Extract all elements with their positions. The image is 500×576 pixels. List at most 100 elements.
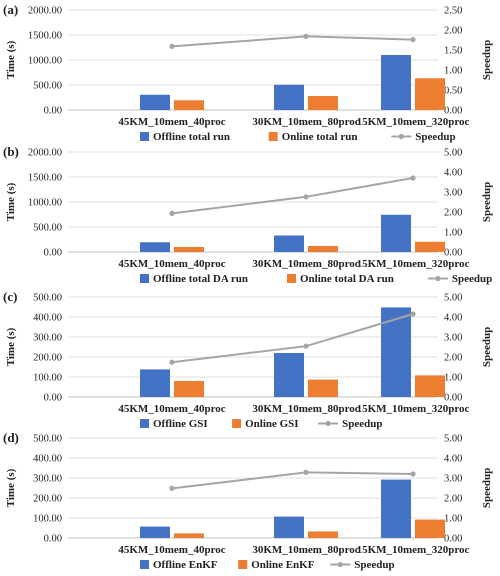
- category-label: 45KM_10mem_40proc: [118, 544, 225, 556]
- legend-label: Offline GSI: [153, 418, 208, 430]
- speedup-point-2: [303, 33, 309, 40]
- panel-label: (b): [3, 144, 19, 159]
- legend-item-1: Offline total DA run: [140, 273, 248, 285]
- y-tick-label: 100.00: [33, 514, 62, 525]
- legend-item-2: Online GSI: [232, 418, 299, 430]
- legend-label: Online GSI: [245, 418, 299, 430]
- bar-online-1: [174, 100, 204, 110]
- bar-online-3: [415, 375, 445, 397]
- panel-label: (d): [3, 430, 19, 445]
- panel-label: (a): [3, 2, 18, 17]
- category-label: 15KM_10mem_320proc: [357, 403, 470, 415]
- y-axis-title: Time (s): [5, 327, 17, 366]
- legend-label: Online total DA run: [300, 273, 394, 285]
- legend-label: Speedup: [354, 559, 394, 571]
- category-label: 45KM_10mem_40proc: [118, 403, 225, 415]
- legend-item-3: Speedup: [427, 273, 492, 285]
- y2-tick-label: 1.00: [444, 228, 462, 239]
- y-tick-label: 0.00: [44, 248, 62, 259]
- category-label: 15KM_10mem_320proc: [357, 258, 470, 270]
- y2-tick-label: 0.50: [444, 86, 462, 97]
- y-tick-label: 200.00: [33, 494, 62, 505]
- bar-offline-3: [381, 307, 411, 397]
- category-label: 30KM_10mem_80proc: [252, 258, 359, 270]
- legend-item-2: Online EnKF: [238, 559, 315, 571]
- legend-marker: [435, 275, 441, 282]
- y2-tick-label: 4.00: [444, 454, 462, 465]
- y-tick-label: 300.00: [33, 474, 62, 485]
- bar-online-3: [415, 519, 445, 538]
- y-tick-label: 0.00: [44, 106, 62, 117]
- legend-item-1: Offline total run: [140, 131, 230, 143]
- bar-online-3: [415, 241, 445, 252]
- y-tick-label: 200.00: [33, 353, 62, 364]
- y2-tick-label: 1.50: [444, 46, 462, 57]
- panel-label: (c): [3, 289, 17, 304]
- y2-tick-label: 5.00: [444, 148, 462, 159]
- category-label: 30KM_10mem_80proc: [252, 403, 359, 415]
- y2-tick-label: 0.00: [444, 248, 462, 259]
- y-tick-label: 1000.00: [28, 56, 62, 67]
- speedup-point-3: [410, 311, 416, 317]
- speedup-point-1: [169, 359, 175, 365]
- legend-swatch: [238, 560, 248, 569]
- bar-offline-3: [381, 55, 411, 110]
- y2-tick-label: 5.00: [444, 434, 462, 445]
- y-tick-label: 500.00: [33, 293, 62, 304]
- y2-tick-label: 3.00: [444, 188, 462, 199]
- speedup-point-3: [410, 175, 416, 181]
- y2-tick-label: 2.50: [444, 6, 462, 17]
- speedup-point-2: [303, 343, 309, 349]
- legend-swatch: [140, 274, 149, 283]
- chart-panel-3: 0.00 100.00 200.00 300.00 400.00 500.00 0.00 1.…: [3, 289, 493, 430]
- legend-swatch: [268, 132, 278, 141]
- y-tick-label: 2000.00: [28, 6, 62, 17]
- category-label: 15KM_10mem_320proc: [357, 116, 470, 128]
- legend-item-2: Online total DA run: [287, 273, 394, 285]
- y-tick-label: 0.00: [44, 393, 62, 404]
- speedup-point-1: [169, 210, 175, 216]
- y-axis-title: Time (s): [5, 468, 17, 507]
- category-label: 30KM_10mem_80proc: [252, 116, 359, 128]
- bar-online-3: [415, 78, 445, 110]
- y-tick-label: 500.00: [33, 81, 62, 92]
- legend-swatch: [287, 274, 296, 283]
- speedup-point-3: [410, 471, 416, 477]
- category-label: 15KM_10mem_320proc: [357, 544, 470, 556]
- legend-item-1: Offline EnKF: [140, 559, 218, 571]
- chart-panel-2: 0.00 500.00 1000.00 1500.00 2000.00 0.00 1.00 2…: [3, 144, 493, 285]
- y2-tick-label: 1.00: [444, 514, 462, 525]
- speedup-point-3: [410, 37, 416, 43]
- bar-online-2: [308, 531, 338, 538]
- legend-label: Offline EnKF: [153, 559, 218, 571]
- y2-axis-title: Speedup: [481, 182, 493, 222]
- legend-item-3: Speedup: [391, 131, 456, 143]
- chart-panel-4: 0.00 100.00 200.00 300.00 400.00 500.00 0.00 1.…: [3, 430, 493, 571]
- y2-tick-label: 2.00: [444, 26, 462, 37]
- y-axis-title: Time (s): [5, 182, 17, 221]
- bar-offline-2: [274, 84, 304, 110]
- y2-tick-label: 2.00: [444, 353, 462, 364]
- y-tick-label: 2000.00: [28, 148, 62, 159]
- y-tick-label: 1500.00: [28, 173, 62, 184]
- bar-online-2: [308, 379, 338, 397]
- y-axis-title: Time (s): [5, 40, 17, 79]
- y-tick-label: 400.00: [33, 313, 62, 324]
- y-tick-label: 400.00: [33, 454, 62, 465]
- y2-tick-label: 0.00: [444, 393, 462, 404]
- legend-item-3: Speedup: [318, 418, 382, 430]
- y2-tick-label: 5.00: [444, 293, 462, 304]
- legend-label: Speedup: [415, 131, 455, 143]
- legend-marker: [337, 561, 343, 568]
- bar-offline-1: [140, 94, 170, 110]
- y2-axis-title: Speedup: [481, 40, 493, 80]
- bar-online-1: [174, 247, 204, 252]
- y-tick-label: 1500.00: [28, 31, 62, 42]
- y2-tick-label: 4.00: [444, 168, 462, 179]
- legend-marker: [325, 420, 331, 427]
- category-label: 45KM_10mem_40proc: [118, 258, 225, 270]
- legend-label: Speedup: [452, 273, 492, 285]
- legend-label: Online total run: [282, 131, 358, 143]
- y2-tick-label: 3.00: [444, 474, 462, 485]
